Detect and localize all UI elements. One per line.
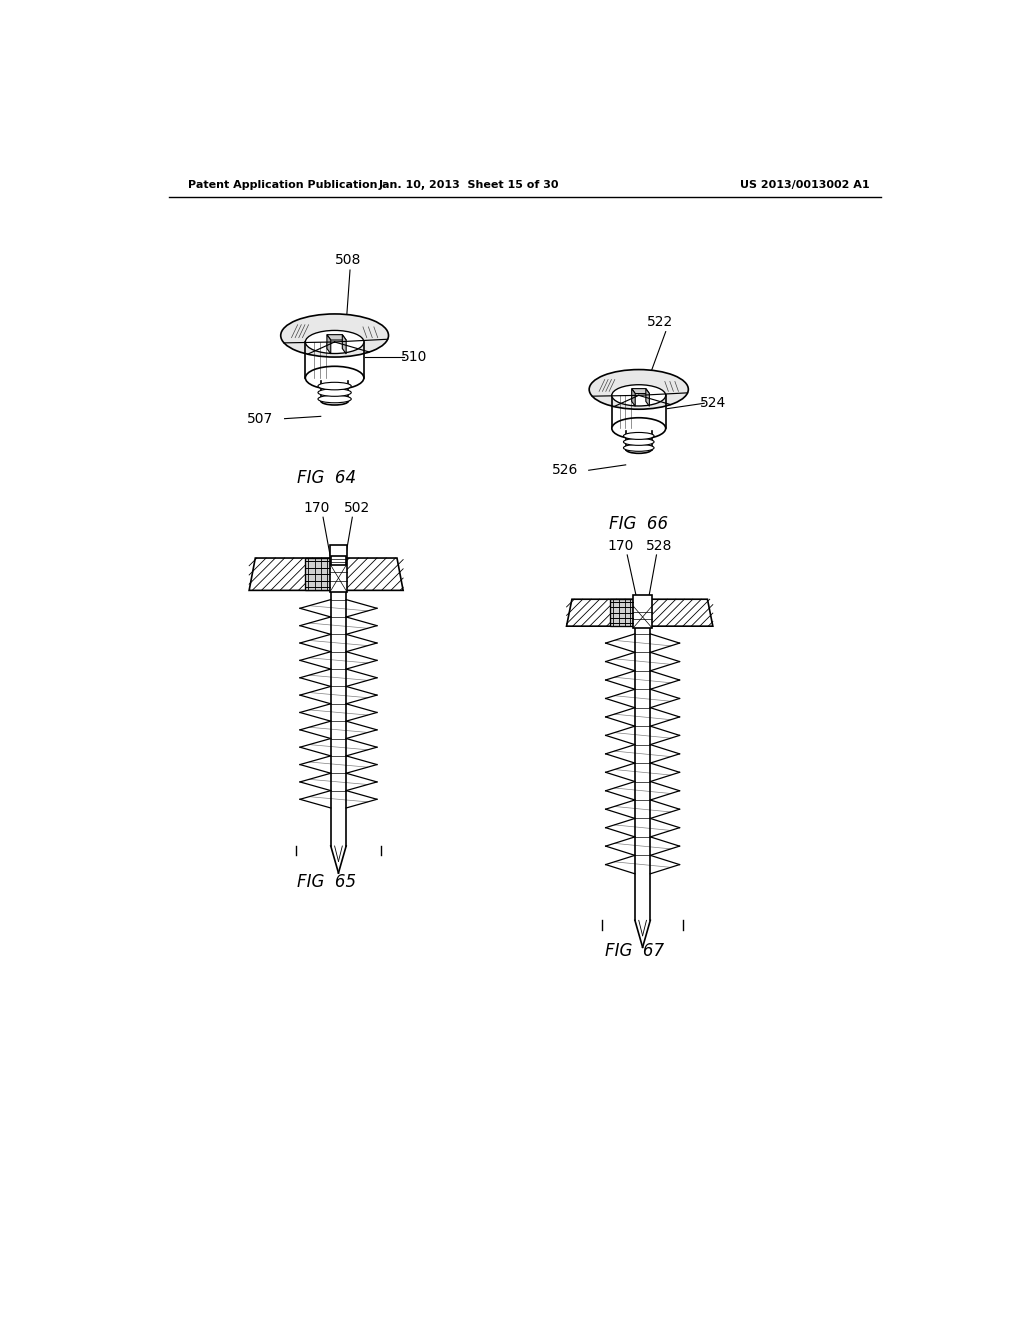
Bar [330, 545, 347, 591]
Bar [634, 595, 652, 628]
Ellipse shape [318, 383, 351, 389]
Text: FIG  64: FIG 64 [297, 469, 356, 487]
Ellipse shape [624, 438, 654, 445]
Ellipse shape [318, 395, 351, 403]
Text: 524: 524 [700, 396, 727, 411]
Ellipse shape [281, 314, 388, 356]
Ellipse shape [318, 389, 351, 396]
Ellipse shape [305, 367, 364, 389]
Text: 528: 528 [646, 539, 673, 553]
Polygon shape [566, 599, 713, 626]
Polygon shape [632, 388, 649, 393]
Text: FIG  65: FIG 65 [297, 874, 356, 891]
Ellipse shape [624, 445, 654, 451]
Polygon shape [646, 388, 649, 407]
Text: FIG  66: FIG 66 [609, 515, 669, 533]
Polygon shape [342, 335, 346, 354]
Text: 502: 502 [344, 502, 370, 515]
Ellipse shape [626, 446, 651, 453]
Bar [331, 556, 346, 565]
Text: 170: 170 [304, 502, 330, 515]
Text: 510: 510 [400, 350, 427, 364]
Ellipse shape [321, 397, 348, 405]
Ellipse shape [589, 370, 688, 409]
Bar [305, 558, 330, 590]
Text: 508: 508 [335, 253, 361, 267]
Polygon shape [327, 335, 346, 341]
Text: Patent Application Publication: Patent Application Publication [188, 181, 378, 190]
Polygon shape [327, 335, 331, 354]
Text: Jan. 10, 2013  Sheet 15 of 30: Jan. 10, 2013 Sheet 15 of 30 [379, 181, 559, 190]
Ellipse shape [612, 417, 666, 440]
Ellipse shape [612, 384, 666, 407]
Polygon shape [249, 558, 403, 590]
Text: 522: 522 [647, 314, 674, 329]
Text: 170: 170 [608, 539, 634, 553]
Bar [610, 599, 634, 626]
Text: 526: 526 [552, 463, 579, 478]
Ellipse shape [305, 330, 364, 354]
Ellipse shape [624, 433, 654, 440]
Text: FIG  67: FIG 67 [605, 942, 665, 961]
Polygon shape [632, 388, 635, 407]
Text: 507: 507 [247, 412, 273, 425]
Text: US 2013/0013002 A1: US 2013/0013002 A1 [740, 181, 869, 190]
